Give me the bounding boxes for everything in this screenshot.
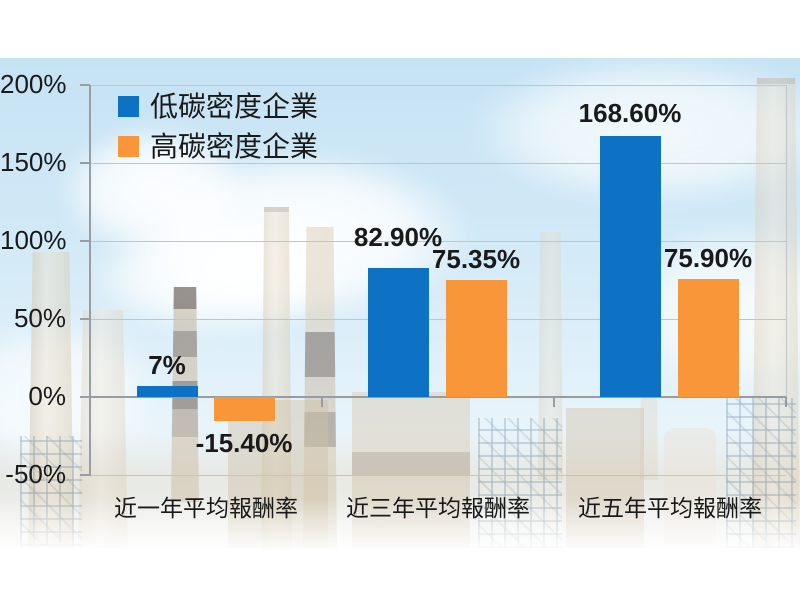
data-label: -15.40% xyxy=(195,428,293,458)
legend-label-low-carbon: 低碳密度企業 xyxy=(150,91,319,122)
bar-low-carbon-1yr xyxy=(137,386,198,397)
gridline-150 xyxy=(90,163,786,164)
y-tick xyxy=(80,84,90,86)
x-tick xyxy=(553,397,555,407)
x-axis-line xyxy=(90,396,786,398)
legend-label-high-carbon: 高碳密度企業 xyxy=(150,131,319,162)
bar-low-carbon-5yr xyxy=(600,136,661,397)
y-axis-label: -50% xyxy=(5,459,66,489)
y-tick xyxy=(80,240,90,242)
smokestack xyxy=(752,78,800,554)
data-label: 168.60% xyxy=(578,98,682,128)
smokestack xyxy=(303,227,337,548)
y-axis-label: 100% xyxy=(0,225,67,255)
gridline-neg50 xyxy=(90,475,786,476)
x-tick xyxy=(785,397,787,407)
y-axis-line xyxy=(89,85,91,476)
gridline-200 xyxy=(90,85,786,86)
x-tick xyxy=(321,397,323,407)
category-label-3yr: 近三年平均報酬率 xyxy=(346,495,530,521)
category-label-1yr: 近一年平均報酬率 xyxy=(114,495,298,521)
bottom-fade xyxy=(0,498,800,600)
data-label: 75.35% xyxy=(431,244,521,274)
data-label: 7% xyxy=(148,350,186,380)
gridline-50 xyxy=(90,319,786,320)
smokestack xyxy=(261,207,292,553)
y-axis-label: 200% xyxy=(0,69,67,99)
data-label: 82.90% xyxy=(353,222,443,252)
data-label: 75.90% xyxy=(663,243,753,273)
bar-low-carbon-3yr xyxy=(368,268,429,397)
y-tick xyxy=(80,162,90,164)
bar-high-carbon-3yr xyxy=(446,280,507,397)
bar-high-carbon-1yr xyxy=(214,397,275,421)
y-axis-label: 150% xyxy=(0,147,67,177)
plot-right-border xyxy=(786,85,787,397)
y-tick xyxy=(80,318,90,320)
smokestack xyxy=(538,232,563,480)
y-tick xyxy=(80,396,90,398)
y-axis-label: 0% xyxy=(28,381,66,411)
y-tick xyxy=(80,474,90,476)
legend-swatch-low-carbon xyxy=(118,96,139,117)
legend-swatch-high-carbon xyxy=(118,136,139,157)
category-label-5yr: 近五年平均報酬率 xyxy=(578,495,762,521)
bar-high-carbon-5yr xyxy=(678,279,739,397)
y-axis-label: 50% xyxy=(13,303,66,333)
gridline-100 xyxy=(90,241,786,242)
